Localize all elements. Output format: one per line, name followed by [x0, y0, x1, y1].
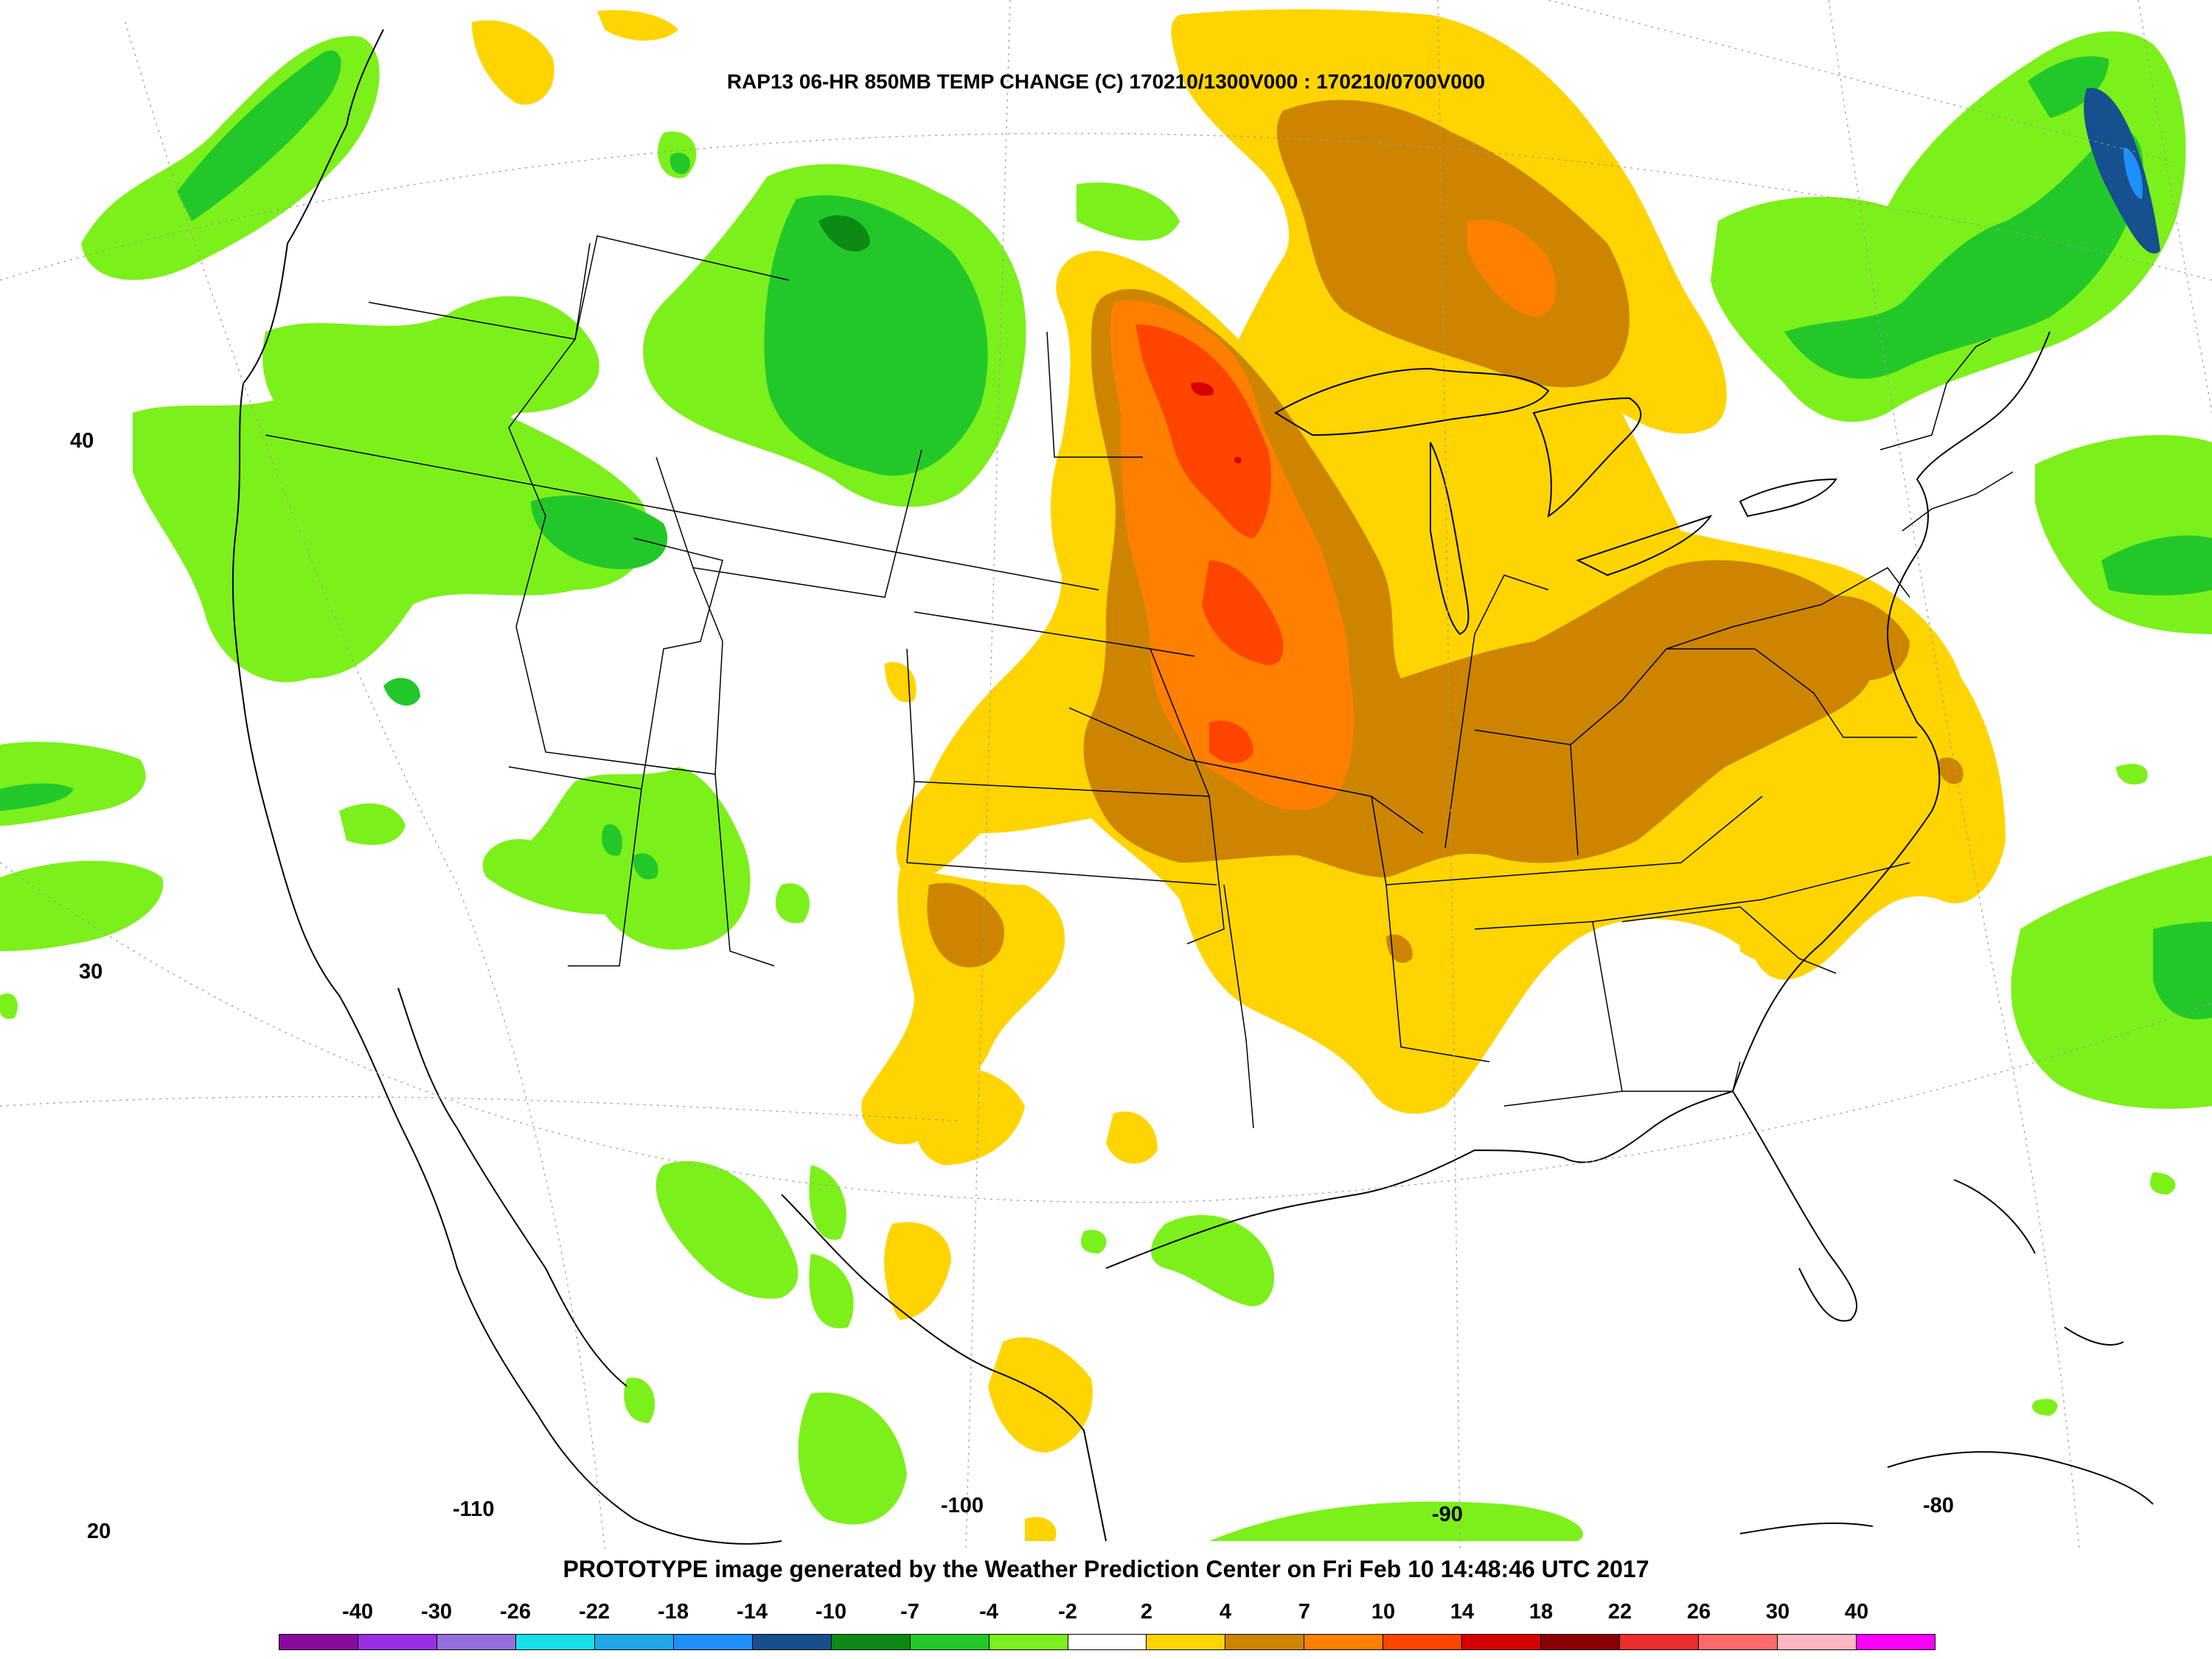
legend-swatch [1383, 1635, 1463, 1649]
legend-tick-label: 26 [1686, 1600, 1711, 1624]
lon-label-90: -90 [1432, 1503, 1463, 1526]
lat-label-40: 40 [70, 429, 94, 453]
legend-tick-label: 18 [1528, 1600, 1554, 1624]
legend-tick-label: -7 [900, 1600, 919, 1624]
legend-swatch [594, 1635, 674, 1649]
legend-tick-label: -30 [421, 1600, 452, 1624]
lon-label-80: -80 [1923, 1494, 1954, 1517]
map-title: RAP13 06-HR 850MB TEMP CHANGE (C) 170210… [726, 70, 1486, 93]
legend-swatch [1778, 1635, 1857, 1649]
legend-tick-label: 7 [1298, 1600, 1311, 1624]
legend-swatch [1699, 1635, 1778, 1649]
legend-swatch [358, 1635, 437, 1649]
legend-swatch [1225, 1635, 1305, 1649]
legend-swatch [515, 1635, 595, 1649]
legend-labels: -40 -30 -26 -22 -18 -14 -10 -7 -4 -2 2 4 7 10 14 18 22 26… [0, 1600, 2212, 1630]
legend-swatch [1620, 1635, 1700, 1649]
footer-credit: PROTOTYPE image generated by the Weather… [563, 1556, 1649, 1582]
legend-tick-label: 22 [1607, 1600, 1632, 1624]
lat-label-30: 30 [79, 960, 103, 984]
legend-tick-label: -2 [1058, 1600, 1077, 1624]
legend-tick-label: 40 [1844, 1600, 1869, 1624]
legend-swatch [989, 1635, 1068, 1649]
legend-tick-label: 10 [1371, 1600, 1396, 1624]
legend-tick-label: -40 [342, 1600, 373, 1624]
lon-label-110: -110 [453, 1498, 495, 1521]
legend-tick-label: -4 [979, 1600, 998, 1624]
legend-tick-label: 4 [1219, 1600, 1232, 1624]
legend-tick-label: -14 [737, 1600, 768, 1624]
graticule [0, 0, 2212, 1549]
legend-swatch [1541, 1635, 1621, 1649]
legend-tick-label: 30 [1765, 1600, 1790, 1624]
legend-tick-label: 14 [1450, 1600, 1475, 1624]
lat-label-20: 20 [87, 1520, 111, 1543]
legend-swatch [910, 1635, 990, 1649]
legend-swatch [1304, 1635, 1384, 1649]
legend-swatch [1147, 1635, 1226, 1649]
legend-swatch [1068, 1635, 1147, 1649]
legend-swatch [831, 1635, 911, 1649]
state-borders [265, 235, 2014, 1129]
legend-tick-label: -18 [658, 1600, 689, 1624]
cooling-areas [0, 31, 2212, 1541]
lon-label-100: -100 [941, 1494, 984, 1517]
legend-tick-label: -10 [815, 1600, 846, 1624]
legend-swatch [673, 1635, 753, 1649]
legend-swatch [1857, 1635, 1935, 1649]
legend-tick-label: -22 [579, 1600, 610, 1624]
legend-swatch [437, 1635, 516, 1649]
legend-swatch [279, 1635, 358, 1649]
legend-colorbar [279, 1634, 1935, 1650]
legend-tick-label: -26 [500, 1600, 531, 1624]
legend-swatch [752, 1635, 832, 1649]
map-boundaries [232, 29, 2154, 1545]
legend-tick-label: 2 [1140, 1600, 1153, 1624]
warming-areas [472, 9, 2006, 1541]
legend-swatch [1462, 1635, 1542, 1649]
